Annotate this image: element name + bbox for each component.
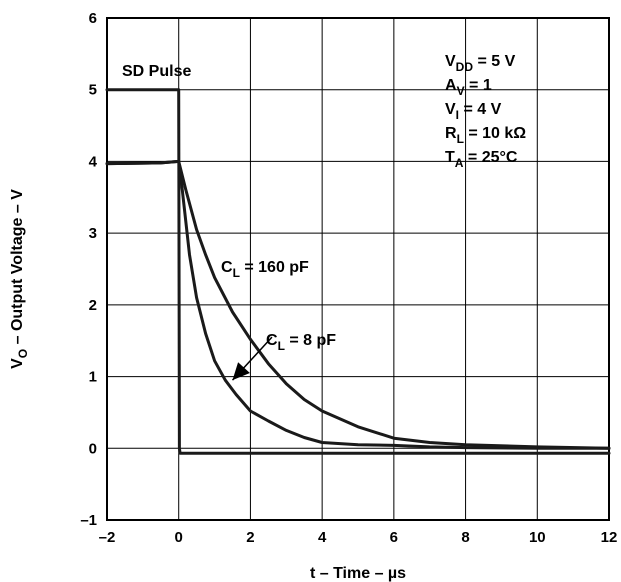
cl-160pf-var: C xyxy=(221,259,233,276)
y-tick-label: 1 xyxy=(89,369,97,386)
grid xyxy=(107,18,609,520)
condition-vdd: VDD = 5 V xyxy=(445,53,516,74)
x-tick-label: 0 xyxy=(175,529,183,546)
x-tick-label: 8 xyxy=(461,529,469,546)
y-tick-labels: –1 0 1 2 3 4 5 6 xyxy=(80,10,97,529)
series-cl-8pf xyxy=(105,159,611,450)
x-tick-label: 10 xyxy=(529,529,546,546)
y-tick-label: 2 xyxy=(89,297,97,314)
x-axis-label-main: t – Time – xyxy=(310,565,388,582)
series-cl-160pf xyxy=(105,159,611,450)
condition-ta: TA = 25°C xyxy=(445,149,518,170)
x-tick-label: 4 xyxy=(318,529,327,546)
x-tick-label: 6 xyxy=(390,529,398,546)
cl-160pf-sub: L xyxy=(233,266,240,280)
y-tick-label: 0 xyxy=(89,440,97,457)
condition-av: AV = 1 xyxy=(445,77,492,98)
cl-8pf-rest: = 8 pF xyxy=(285,332,336,349)
y-axis-label: VO – Output Voltage – V xyxy=(9,189,30,369)
x-tick-label: 2 xyxy=(246,529,254,546)
plot-border xyxy=(106,17,610,521)
y-tick-label: 6 xyxy=(89,10,97,27)
y-tick-label: 4 xyxy=(89,153,98,170)
condition-vi: VI = 4 V xyxy=(445,101,502,122)
x-tick-labels: –2 0 2 4 6 8 10 12 xyxy=(99,529,618,546)
annotation-arrow xyxy=(231,336,273,381)
x-axis-label: t – Time – µs xyxy=(310,565,406,582)
cl-8pf-sub: L xyxy=(278,339,285,353)
x-tick-label: 12 xyxy=(601,529,618,546)
cl-8pf-var: C xyxy=(266,332,278,349)
arrow-head xyxy=(232,362,250,381)
y-tick-label: –1 xyxy=(80,512,97,529)
cl-160pf-label: CL = 160 pF xyxy=(221,259,309,280)
condition-rl: RL = 10 kΩ xyxy=(445,125,526,146)
cl-160pf-rest: = 160 pF xyxy=(240,259,309,276)
y-axis-label-rest: – Output Voltage – V xyxy=(9,189,26,349)
x-axis-label-unit: µs xyxy=(388,565,406,582)
series-sd-pulse xyxy=(105,88,611,455)
y-axis-label-sub: O xyxy=(16,349,30,358)
plot-frame xyxy=(106,17,610,521)
x-tick-label: –2 xyxy=(99,529,116,546)
y-axis-label-var: V xyxy=(9,358,26,369)
y-tick-label: 3 xyxy=(89,225,97,242)
sd-pulse-label: SD Pulse xyxy=(122,63,191,80)
test-conditions: VDD = 5 V AV = 1 VI = 4 V RL = 10 kΩ TA … xyxy=(445,53,526,170)
series-curves xyxy=(105,88,611,455)
y-tick-label: 5 xyxy=(89,82,97,99)
cl-8pf-label: CL = 8 pF xyxy=(266,332,336,353)
